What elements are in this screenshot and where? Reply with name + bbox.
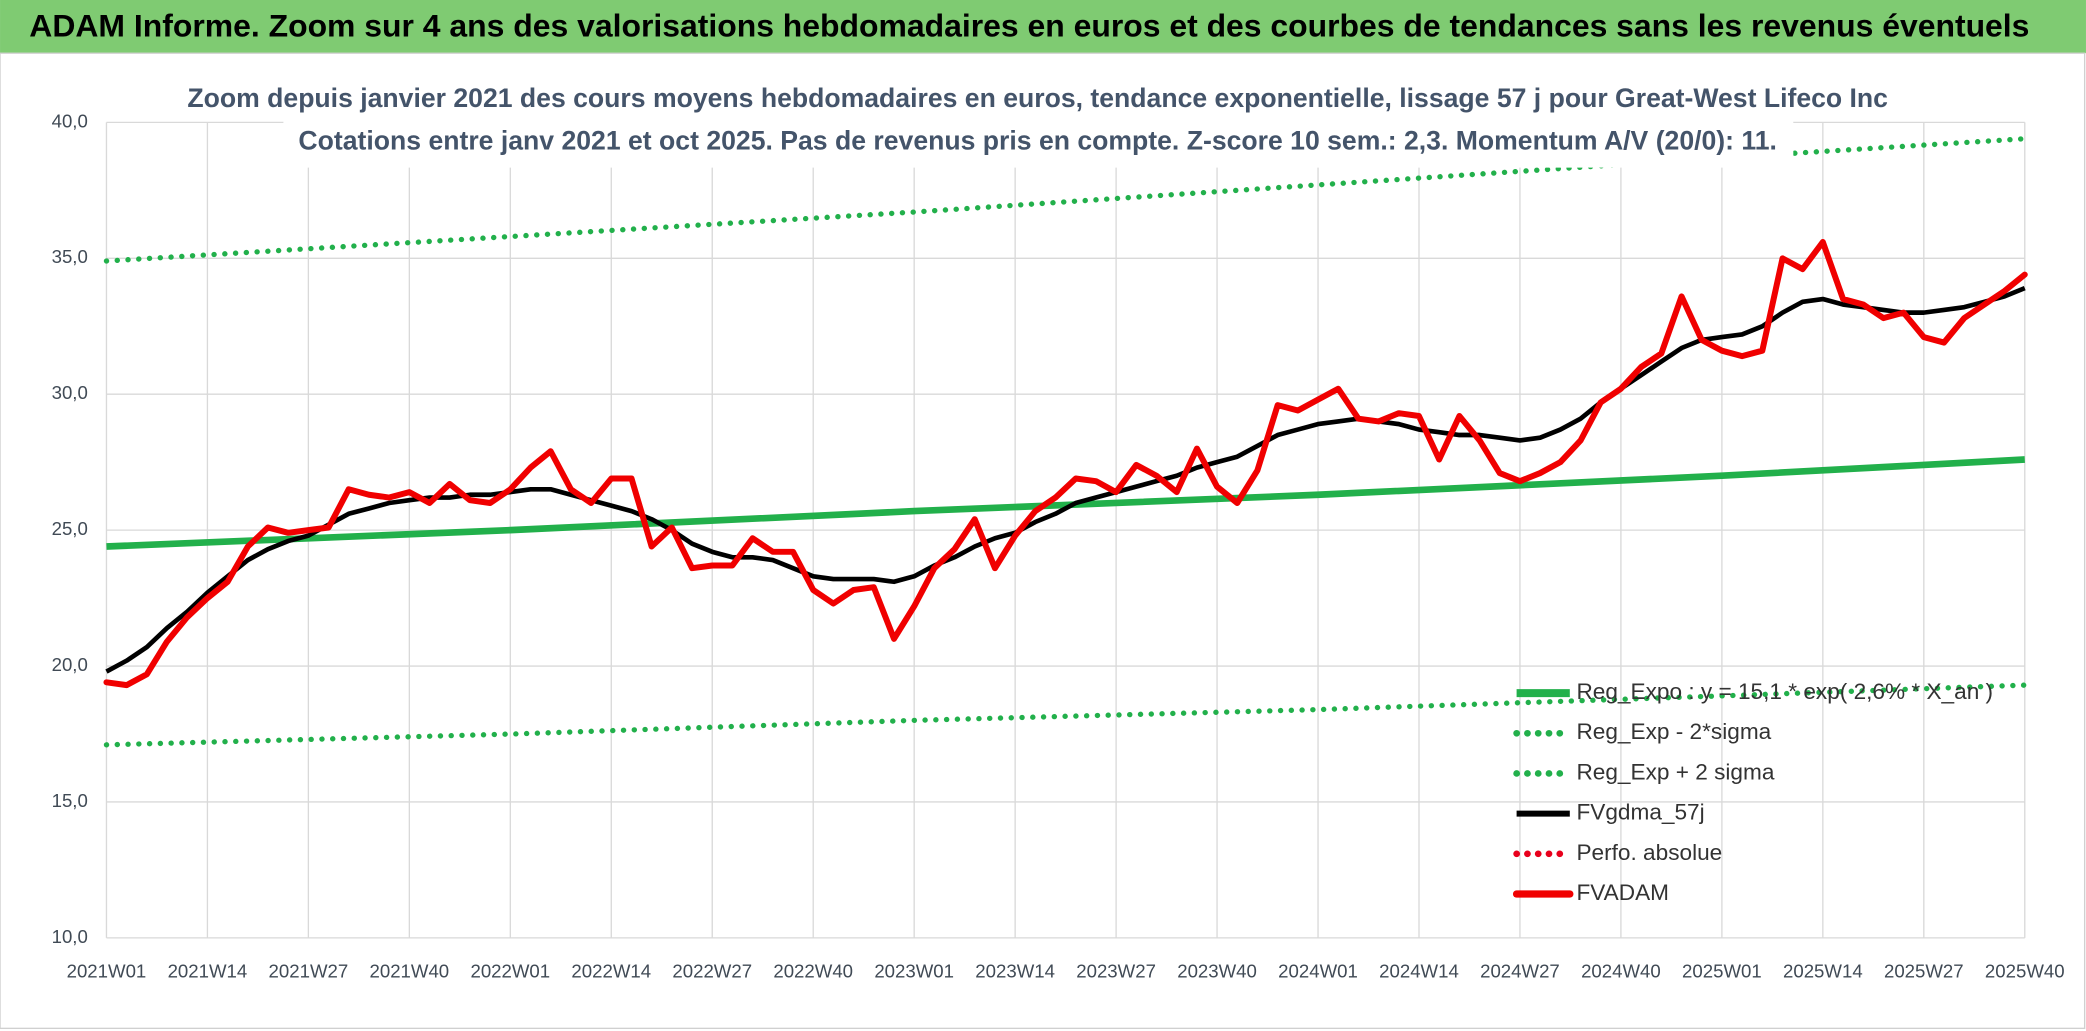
y-tick-label: 25,0: [52, 518, 88, 539]
x-tick-label: 2025W01: [1682, 960, 1762, 981]
legend-label: Reg_Expo : y = 15,1 * exp( 2,6% * X_an ): [1576, 679, 1993, 704]
legend-label: Reg_Exp - 2*sigma: [1576, 719, 1771, 744]
y-tick-label: 15,0: [52, 790, 88, 811]
chart-title: Zoom depuis janvier 2021 des cours moyen…: [187, 83, 1888, 113]
frame: [0, 52, 2086, 1030]
legend-label: Reg_Exp + 2 sigma: [1576, 759, 1774, 784]
x-tick-label: 2022W01: [470, 960, 550, 981]
x-tick-label: 2024W40: [1581, 960, 1661, 981]
y-tick-label: 35,0: [52, 246, 88, 267]
title-backdrop: [283, 77, 1794, 168]
x-tick-label: 2024W01: [1278, 960, 1358, 981]
x-tick-label: 2023W27: [1076, 960, 1156, 981]
legend-label: FVgdma_57j: [1576, 800, 1704, 825]
chart-subtitle: Cotations entre janv 2021 et oct 2025. P…: [298, 125, 1776, 155]
x-tick-label: 2021W40: [370, 960, 450, 981]
series-line: [103, 238, 2028, 689]
series-line: [103, 682, 2028, 748]
x-tick-label: 2024W27: [1480, 960, 1560, 981]
y-tick-label: 30,0: [52, 382, 88, 403]
legend: Reg_Expo : y = 15,1 * exp( 2,6% * X_an )…: [1512, 679, 1993, 905]
x-tick-label: 2025W27: [1884, 960, 1964, 981]
x-tick-label: 2021W14: [168, 960, 248, 981]
x-tick-label: 2021W01: [67, 960, 147, 981]
x-tick-label: 2021W27: [269, 960, 349, 981]
x-tick-label: 2022W40: [773, 960, 853, 981]
series-line: [106, 456, 2025, 550]
x-tick-label: 2022W14: [571, 960, 651, 981]
page-title: ADAM Informe. Zoom sur 4 ans des valoris…: [29, 7, 2029, 43]
x-tick-label: 2023W40: [1177, 960, 1257, 981]
legend-label: FVADAM: [1576, 880, 1669, 905]
x-tick-label: 2025W14: [1783, 960, 1863, 981]
x-tick-label: 2023W01: [874, 960, 954, 981]
y-tick-label: 40,0: [52, 110, 88, 131]
x-tick-label: 2022W27: [672, 960, 752, 981]
y-tick-label: 20,0: [52, 654, 88, 675]
legend-label: Perfo. absolue: [1576, 840, 1722, 865]
grid: 10,0 15,0 20,0 25,0 30,0 35,0 40,0 2021W01 2021W…: [52, 110, 2065, 981]
y-tick-label: 10,0: [52, 926, 88, 947]
x-tick-label: 2025W40: [1985, 960, 2065, 981]
x-tick-label: 2023W14: [975, 960, 1055, 981]
x-tick-label: 2024W14: [1379, 960, 1459, 981]
title-bar: [0, 0, 2086, 54]
